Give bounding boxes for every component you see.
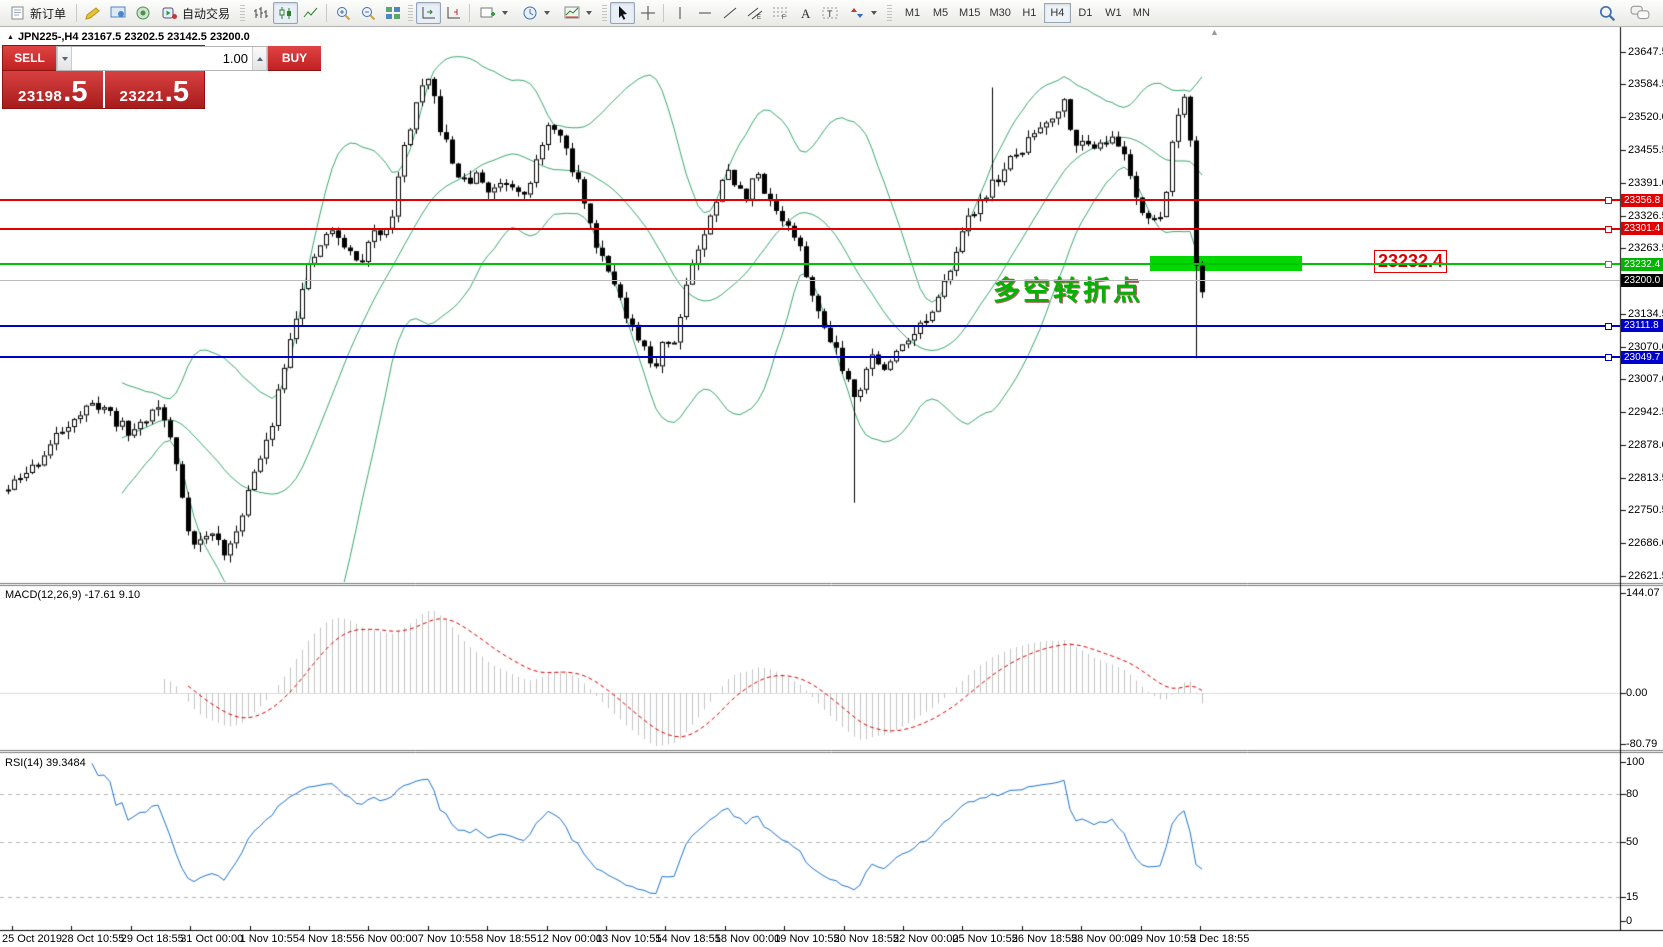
volume-stepper <box>56 46 268 71</box>
line-chart-icon[interactable] <box>298 2 323 24</box>
arrows-dropdown[interactable] <box>842 2 884 24</box>
arrow-down-icon <box>61 56 68 61</box>
chevron-down-icon <box>502 11 509 15</box>
zoom-in-icon[interactable] <box>330 2 355 24</box>
trendline-icon[interactable] <box>717 2 742 24</box>
volume-decrease-button[interactable] <box>57 47 72 70</box>
crosshair-icon[interactable] <box>635 2 660 24</box>
chevron-down-icon <box>871 11 878 15</box>
metaeditor-icon[interactable] <box>80 2 105 24</box>
bar-chart-icon[interactable] <box>248 2 273 24</box>
separator <box>663 4 665 22</box>
candlestick-chart-icon[interactable] <box>273 2 299 24</box>
buy-button[interactable]: BUY <box>268 46 321 71</box>
chevron-down-icon <box>544 11 551 15</box>
sell-price[interactable]: 23198 .5 <box>3 71 103 108</box>
svg-text:F: F <box>782 15 786 20</box>
chat-icon[interactable] <box>1627 2 1652 24</box>
svg-text:T: T <box>827 9 833 19</box>
buy-price[interactable]: 23221 .5 <box>102 71 205 109</box>
new-chart-dropdown[interactable] <box>473 2 515 24</box>
separator <box>469 4 471 22</box>
timeframe-h1-button[interactable]: H1 <box>1022 7 1037 19</box>
arrow-up-icon <box>256 56 263 61</box>
trade-panel-prices: 23198 .5 23221 .5 <box>3 71 204 108</box>
horizontal-line-icon[interactable] <box>692 2 717 24</box>
timeframe-m30-button[interactable]: M30 <box>989 7 1011 19</box>
toolbar-drag-handle[interactable] <box>602 5 608 21</box>
sell-price-main: 23198 <box>18 88 63 105</box>
periods-dropdown[interactable] <box>515 2 557 24</box>
chevron-down-icon <box>586 11 593 15</box>
timeframe-mn-button[interactable]: MN <box>1132 7 1150 19</box>
auto-trading-button[interactable]: 自动交易 <box>155 2 237 24</box>
sell-price-frac: .5 <box>63 76 88 109</box>
timeframe-m1-button[interactable]: M1 <box>904 7 921 19</box>
timeframe-m5-button[interactable]: M5 <box>932 7 949 19</box>
auto-trading-label: 自动交易 <box>182 6 231 21</box>
volume-input[interactable] <box>72 47 252 70</box>
auto-scroll-icon[interactable] <box>416 2 442 24</box>
timeframe-group: M1 M5 M15 M30 H1 H4 D1 W1 MN <box>899 3 1155 23</box>
templates-dropdown[interactable] <box>557 2 599 24</box>
tile-windows-icon[interactable] <box>380 2 405 24</box>
equidistant-channel-icon[interactable]: E <box>742 2 767 24</box>
sell-button[interactable]: SELL <box>3 46 56 71</box>
timeframe-m15-button[interactable]: M15 <box>959 7 981 19</box>
timeframe-w1-button[interactable]: W1 <box>1105 7 1122 19</box>
timeframe-d1-button[interactable]: D1 <box>1078 7 1093 19</box>
svg-text:E: E <box>757 15 761 20</box>
buy-price-main: 23221 <box>119 88 164 105</box>
chart-shift-icon[interactable] <box>441 2 466 24</box>
text-label-icon[interactable]: T <box>817 2 842 24</box>
svg-text:A: A <box>801 6 811 20</box>
new-order-label: 新订单 <box>30 6 67 21</box>
toolbar-drag-handle[interactable] <box>408 5 414 21</box>
buy-price-frac: .5 <box>164 76 189 109</box>
strategy-tester-icon[interactable] <box>105 2 130 24</box>
volume-increase-button[interactable] <box>252 47 267 70</box>
alerts-icon[interactable] <box>130 2 155 24</box>
auto-trading-icon <box>162 6 178 20</box>
new-order-icon <box>10 6 26 20</box>
vertical-line-icon[interactable] <box>667 2 692 24</box>
search-icon[interactable] <box>1594 2 1619 24</box>
trade-panel-controls: SELL BUY <box>3 46 321 71</box>
text-icon[interactable]: A <box>792 2 817 24</box>
cursor-icon[interactable] <box>610 2 636 24</box>
toolbar-drag-handle[interactable] <box>240 5 246 21</box>
separator <box>326 4 328 22</box>
new-order-button[interactable]: 新订单 <box>3 2 73 24</box>
separator <box>76 4 78 22</box>
fibonacci-icon[interactable]: F <box>767 2 792 24</box>
toolbar-right-group <box>1594 2 1660 24</box>
timeframe-h4-button[interactable]: H4 <box>1043 3 1071 23</box>
toolbar-drag-handle[interactable] <box>887 5 893 21</box>
one-click-trading-panel: SELL BUY 23198 .5 23221 .5 <box>2 45 321 109</box>
toolbar: 新订单 自动交易 E F A T <box>0 0 1663 27</box>
zoom-out-icon[interactable] <box>355 2 380 24</box>
